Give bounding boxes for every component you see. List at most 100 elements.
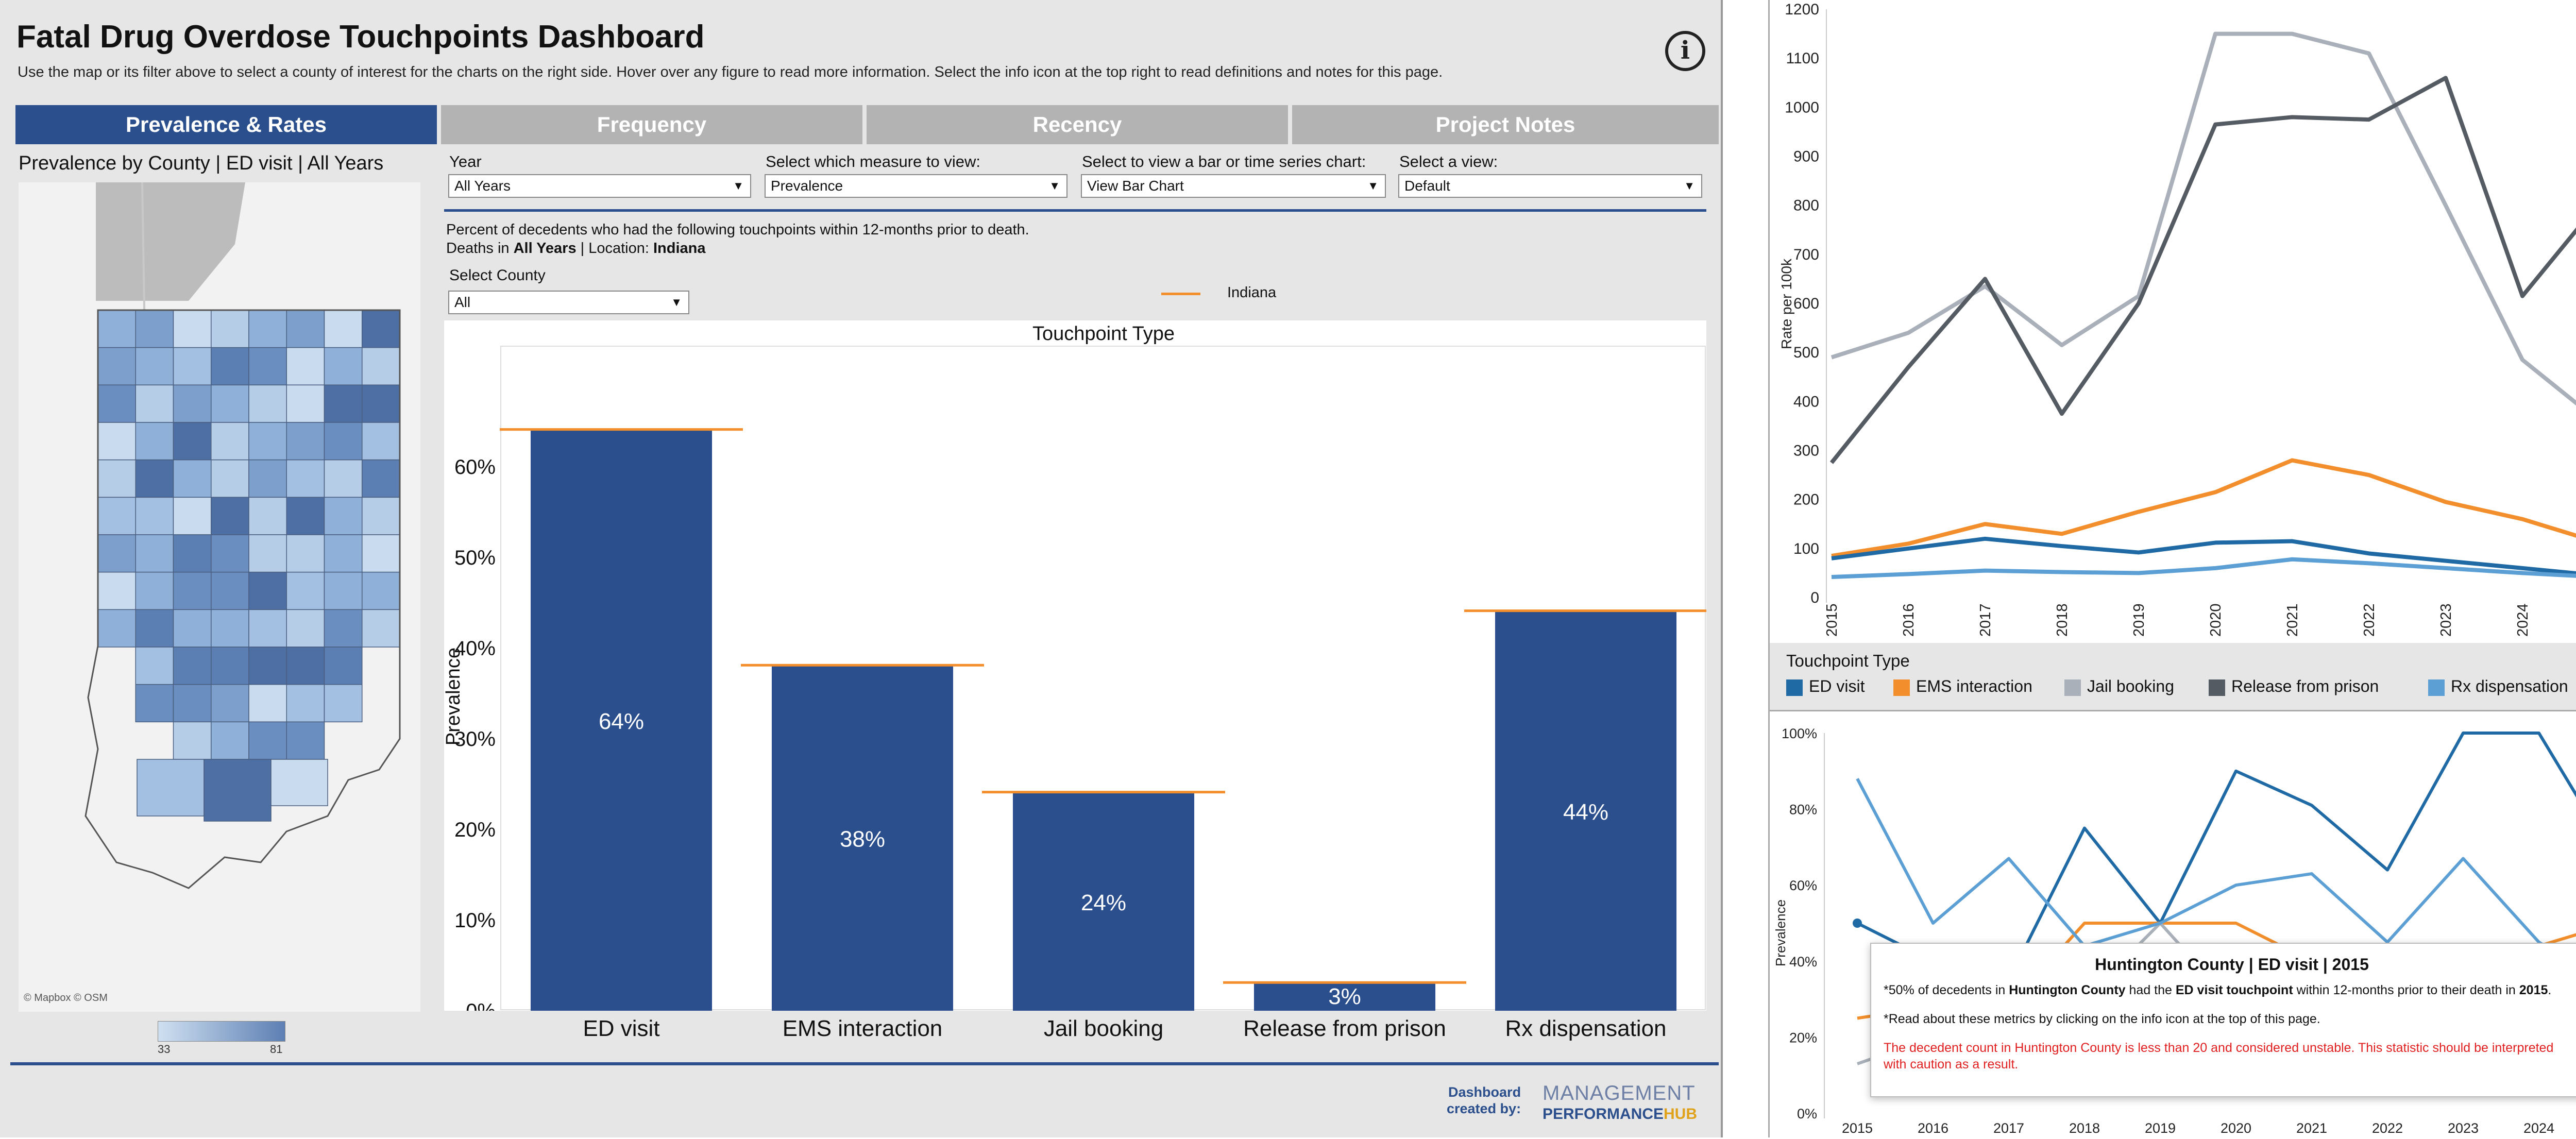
county-shape[interactable]: [135, 384, 174, 423]
county-shape[interactable]: [211, 347, 249, 386]
tab-recency[interactable]: Recency: [867, 105, 1288, 144]
county-shape[interactable]: [135, 609, 174, 648]
county-shape[interactable]: [362, 459, 400, 498]
county-shape[interactable]: [135, 310, 174, 348]
county-shape[interactable]: [286, 310, 325, 348]
county-shape[interactable]: [324, 347, 363, 386]
county-shape[interactable]: [248, 497, 287, 535]
county-shape[interactable]: [211, 384, 249, 423]
county-shape[interactable]: [173, 684, 212, 723]
county-shape[interactable]: [324, 609, 363, 648]
tab-frequency[interactable]: Frequency: [441, 105, 862, 144]
county-shape[interactable]: [135, 497, 174, 535]
year-select[interactable]: All Years ▼: [448, 174, 751, 198]
county-shape[interactable]: [135, 422, 174, 461]
county-shape[interactable]: [97, 310, 136, 348]
county-shape[interactable]: [211, 571, 249, 610]
rate-line-chart[interactable]: 0 100 200 300 400 500 600 700 800 900 1000 1100 1200…: [1770, 0, 2576, 643]
county-shape[interactable]: [362, 384, 400, 423]
county-shape[interactable]: [248, 459, 287, 498]
county-shape[interactable]: [137, 759, 205, 817]
county-shape[interactable]: [97, 384, 136, 423]
county-shape[interactable]: [135, 347, 174, 386]
county-shape[interactable]: [173, 422, 212, 461]
county-shape[interactable]: [211, 422, 249, 461]
county-shape[interactable]: [362, 497, 400, 535]
county-shape[interactable]: [362, 310, 400, 348]
legend-ems[interactable]: EMS interaction: [1893, 677, 2032, 696]
county-shape[interactable]: [248, 534, 287, 573]
county-shape[interactable]: [362, 422, 400, 461]
county-grid[interactable]: [97, 310, 400, 822]
county-shape[interactable]: [173, 534, 212, 573]
county-shape[interactable]: [173, 571, 212, 610]
county-shape[interactable]: [286, 422, 325, 461]
county-shape[interactable]: [211, 684, 249, 723]
county-shape[interactable]: [362, 571, 400, 610]
legend-prison[interactable]: Release from prison: [2209, 677, 2379, 696]
county-shape[interactable]: [248, 684, 287, 723]
county-shape[interactable]: [324, 384, 363, 423]
county-shape[interactable]: [324, 422, 363, 461]
view-select[interactable]: Default ▼: [1398, 174, 1702, 198]
county-shape[interactable]: [211, 647, 249, 685]
county-shape[interactable]: [97, 497, 136, 535]
county-shape[interactable]: [286, 347, 325, 386]
county-shape[interactable]: [248, 571, 287, 610]
county-shape[interactable]: [248, 609, 287, 648]
county-shape[interactable]: [97, 459, 136, 498]
county-shape[interactable]: [286, 609, 325, 648]
county-shape[interactable]: [211, 609, 249, 648]
county-shape[interactable]: [173, 609, 212, 648]
county-shape[interactable]: [135, 459, 174, 498]
county-shape[interactable]: [97, 571, 136, 610]
county-shape[interactable]: [173, 347, 212, 386]
county-shape[interactable]: [97, 609, 136, 648]
county-shape[interactable]: [97, 347, 136, 386]
county-shape[interactable]: [173, 384, 212, 423]
county-shape[interactable]: [286, 571, 325, 610]
county-shape[interactable]: [270, 759, 328, 806]
county-shape[interactable]: [362, 347, 400, 386]
measure-select[interactable]: Prevalence ▼: [765, 174, 1067, 198]
county-shape[interactable]: [211, 310, 249, 348]
county-shape[interactable]: [248, 647, 287, 685]
county-shape[interactable]: [324, 571, 363, 610]
county-shape[interactable]: [248, 422, 287, 461]
county-select[interactable]: All ▼: [448, 291, 689, 314]
county-shape[interactable]: [204, 759, 272, 822]
county-shape[interactable]: [362, 534, 400, 573]
county-shape[interactable]: [286, 384, 325, 423]
bar-chart[interactable]: Touchpoint Type Prevalence 0% 10% 20% 30% 40% 5…: [443, 320, 1707, 1023]
county-shape[interactable]: [248, 384, 287, 423]
map-svg[interactable]: [19, 182, 420, 1012]
county-shape[interactable]: [324, 647, 363, 685]
county-shape[interactable]: [211, 497, 249, 535]
tab-prevalence-rates[interactable]: Prevalence & Rates: [15, 105, 437, 144]
county-shape[interactable]: [248, 310, 287, 348]
county-shape[interactable]: [248, 347, 287, 386]
county-shape[interactable]: [97, 422, 136, 461]
county-shape[interactable]: [324, 459, 363, 498]
county-shape[interactable]: [286, 534, 325, 573]
county-shape[interactable]: [135, 571, 174, 610]
county-shape[interactable]: [135, 647, 174, 685]
county-shape[interactable]: [211, 534, 249, 573]
info-icon[interactable]: i: [1665, 31, 1705, 71]
county-shape[interactable]: [286, 497, 325, 535]
county-shape[interactable]: [324, 310, 363, 348]
county-shape[interactable]: [286, 684, 325, 723]
county-shape[interactable]: [248, 721, 287, 760]
county-shape[interactable]: [173, 310, 212, 348]
legend-rx[interactable]: Rx dispensation: [2428, 677, 2568, 696]
county-shape[interactable]: [97, 534, 136, 573]
county-shape[interactable]: [286, 459, 325, 498]
county-shape[interactable]: [173, 459, 212, 498]
county-shape[interactable]: [173, 721, 212, 760]
legend-jail[interactable]: Jail booking: [2064, 677, 2174, 696]
legend-ed-visit[interactable]: ED visit: [1786, 677, 1865, 696]
county-shape[interactable]: [362, 609, 400, 648]
county-map[interactable]: [19, 182, 420, 1012]
county-shape[interactable]: [324, 684, 363, 723]
county-shape[interactable]: [173, 647, 212, 685]
